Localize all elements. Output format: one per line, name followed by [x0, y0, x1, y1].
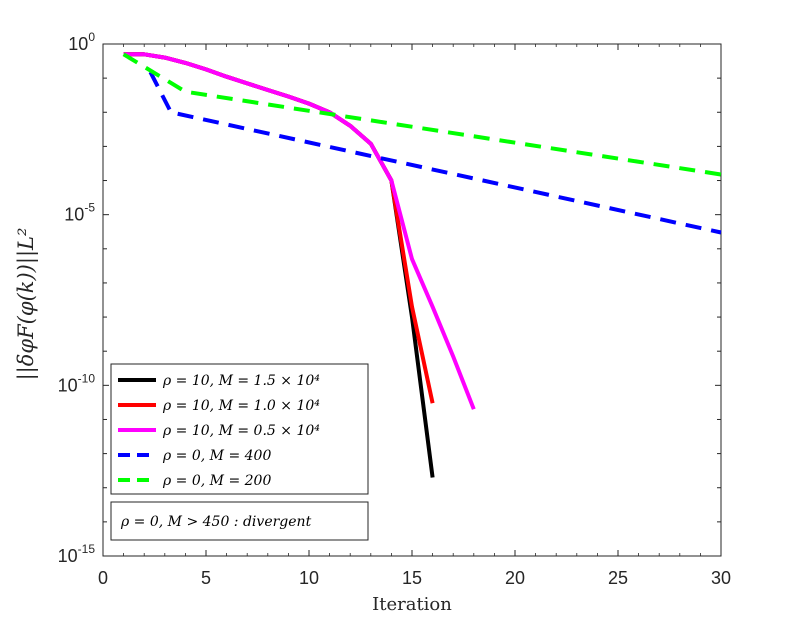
axes-frame [102, 43, 722, 557]
y-tick-label: 10-10 [58, 371, 96, 395]
x-tick-label: 20 [505, 568, 525, 588]
x-tick-label: 25 [608, 568, 628, 588]
x-tick-label: 15 [402, 568, 422, 588]
series-layer [122, 52, 722, 478]
x-tick-label: 0 [98, 568, 108, 588]
annotation-text: ρ = 0, M > 450 : divergent [120, 514, 312, 530]
y-tick-label: 10-5 [64, 201, 95, 225]
legend: ρ = 10, M = 1.5 × 10⁴ ρ = 10, M = 1.0 × 1… [110, 363, 369, 495]
legend-label-4: ρ = 0, M = 400 [162, 448, 271, 464]
legend-label-1: ρ = 10, M = 1.5 × 10⁴ [162, 373, 320, 389]
series-line-4 [148, 71, 722, 235]
x-tick-label: 30 [711, 568, 731, 588]
annotation-box [110, 501, 369, 541]
series-line-3 [123, 52, 476, 410]
x-tick-label: 5 [201, 568, 211, 588]
y-axis-label: ||δφF(φ(k))||L² [14, 228, 39, 381]
legend-items: ρ = 10, M = 1.5 × 10⁴ ρ = 10, M = 1.0 × 1… [118, 373, 320, 489]
x-tick-label: 10 [299, 568, 319, 588]
x-axis-label: Iteration [372, 594, 452, 615]
x-tick-labels: 0 5 10 15 20 25 30 [98, 568, 731, 588]
y-tick-label: 100 [68, 30, 95, 54]
annotation: ρ = 0, M > 450 : divergent [110, 501, 369, 541]
legend-label-5: ρ = 0, M = 200 [162, 473, 271, 489]
y-tick-label: 10-15 [58, 542, 96, 566]
y-tick-labels: 100 10-5 10-10 10-15 [58, 30, 96, 566]
legend-label-2: ρ = 10, M = 1.0 × 10⁴ [162, 398, 320, 414]
legend-label-3: ρ = 10, M = 0.5 × 10⁴ [162, 423, 320, 439]
